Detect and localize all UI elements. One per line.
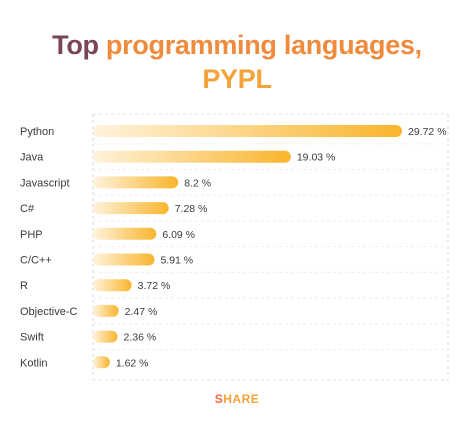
bar	[93, 125, 402, 137]
bar	[93, 202, 169, 215]
category-label: C#	[20, 203, 35, 215]
category-label: Objective-C	[20, 306, 78, 318]
brand-part-1: S	[214, 392, 224, 406]
bar	[93, 279, 132, 292]
title-part-2: programming languages,	[105, 30, 422, 60]
category-label: C/C++	[20, 255, 52, 267]
value-label: 3.72 %	[138, 280, 171, 292]
bar	[93, 176, 179, 189]
bar	[93, 356, 110, 369]
category-label: Swift	[20, 332, 44, 344]
value-label: 5.91 %	[160, 255, 193, 267]
value-label: 2.47 %	[125, 306, 158, 318]
value-label: 6.09 %	[162, 229, 195, 241]
value-label: 1.62 %	[116, 357, 149, 369]
value-label: 7.28 %	[175, 203, 208, 215]
bar	[93, 227, 157, 240]
share-brand: SHARE	[0, 392, 474, 406]
category-label: Java	[20, 152, 44, 164]
value-label: 2.36 %	[124, 332, 157, 344]
category-label: Kotlin	[20, 357, 48, 369]
category-label: R	[20, 280, 28, 292]
chart-title: Top programming languages, PYPL	[0, 28, 474, 96]
bar	[93, 253, 155, 266]
value-label: 19.03 %	[297, 152, 336, 164]
category-label: PHP	[20, 229, 43, 241]
category-label: Javascript	[20, 177, 70, 189]
bar	[93, 150, 291, 163]
title-part-3: PYPL	[202, 64, 272, 94]
value-label: 29.72 %	[408, 126, 447, 138]
title-part-1: Top	[52, 30, 106, 60]
category-label: Python	[20, 126, 54, 138]
brand-part-2: HARE	[223, 392, 260, 406]
value-label: 8.2 %	[184, 177, 211, 189]
bar	[93, 304, 119, 317]
bar	[93, 330, 118, 343]
